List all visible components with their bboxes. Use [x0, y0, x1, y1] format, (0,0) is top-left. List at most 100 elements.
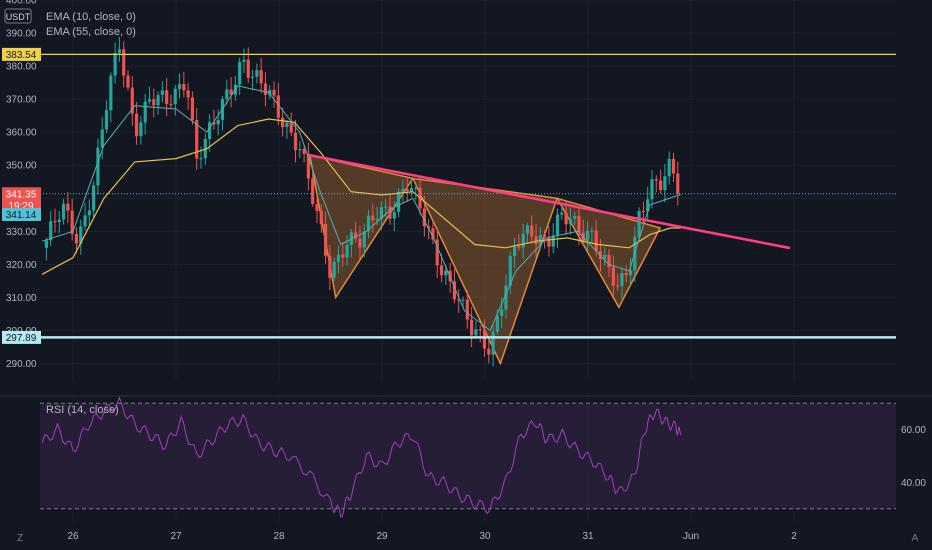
candle-down: [311, 178, 315, 204]
price-tick-label: 370.00: [6, 95, 37, 106]
candle-up: [362, 231, 366, 248]
candle-down: [658, 180, 663, 191]
ema10-legend[interactable]: EMA (10, close, 0): [46, 11, 136, 23]
candle-up: [628, 270, 633, 276]
candle-up: [637, 210, 641, 238]
ema-value-label: 341.14: [6, 210, 37, 221]
rsi-band: [40, 403, 896, 509]
candle-up: [57, 219, 61, 223]
time-tick-label: 26: [67, 531, 79, 542]
time-tick-label: 29: [376, 531, 388, 542]
candle-down: [70, 210, 74, 234]
candle-up: [100, 129, 104, 148]
candle-up: [646, 199, 650, 212]
candle-down: [126, 75, 130, 88]
candle-up: [285, 122, 289, 128]
rsi-legend[interactable]: RSI (14, close): [46, 404, 119, 416]
candle-up: [392, 211, 396, 219]
candle-down: [212, 122, 216, 125]
time-tick-label: 31: [582, 531, 594, 542]
candle-down: [594, 230, 598, 252]
candle-down: [577, 216, 581, 233]
rsi-pane[interactable]: [40, 396, 896, 518]
candle-up: [491, 331, 495, 355]
candle-down: [263, 83, 268, 95]
candle-down: [130, 87, 134, 114]
candle-down: [53, 221, 57, 223]
candle-up: [573, 216, 577, 219]
candle-down: [328, 255, 332, 278]
candle-up: [401, 188, 405, 192]
candle-up: [61, 203, 66, 220]
candle-up: [298, 149, 302, 151]
candle-up: [375, 218, 379, 221]
time-tick-label: 2: [791, 531, 797, 542]
candle-up: [336, 254, 341, 262]
time-axis[interactable]: 26 27 28 29 30 31 Jun 2: [67, 531, 797, 542]
candle-up: [461, 299, 465, 301]
candle-down: [405, 188, 409, 192]
candle-down: [422, 208, 426, 227]
currency-badge-bg: [4, 8, 32, 24]
candle-up: [379, 207, 384, 219]
candle-up: [225, 89, 229, 100]
candle-up: [620, 273, 624, 287]
neckline-trendline[interactable]: [308, 154, 791, 250]
candle-up: [96, 147, 100, 186]
rsi-tick-label: 40.00: [901, 478, 926, 489]
price-tick-label: 360.00: [6, 128, 37, 139]
price-tick-label: 350.00: [6, 161, 37, 172]
candle-down: [354, 232, 358, 239]
candle-up: [508, 256, 512, 286]
candle-up: [208, 122, 212, 140]
ema-value-badge: [2, 207, 41, 221]
candle-up: [560, 212, 564, 215]
candle-down: [547, 237, 551, 247]
candle-up: [92, 185, 96, 211]
candle-up: [345, 244, 349, 258]
candle-up: [500, 309, 504, 316]
candle-down: [246, 59, 250, 78]
candle-down: [259, 70, 263, 84]
candle-up: [650, 179, 654, 200]
rsi-axis[interactable]: 40.00 60.00: [901, 425, 926, 489]
candle-up: [444, 270, 448, 276]
candle-up: [474, 329, 478, 336]
candle-down: [74, 233, 79, 244]
candle-down: [671, 158, 676, 174]
candle-down: [281, 117, 285, 128]
candle-down: [195, 120, 199, 159]
price-pane[interactable]: [40, 36, 896, 367]
candle-down: [624, 273, 628, 276]
candle-up: [366, 215, 371, 232]
candle-up: [238, 61, 242, 85]
candle-down: [152, 99, 156, 106]
candle-up: [79, 226, 83, 244]
candle-up: [216, 119, 220, 125]
candle-down: [358, 238, 362, 248]
candle-up: [538, 235, 542, 245]
resistance-price-label: 383.54: [6, 50, 37, 61]
rsi-line: [41, 396, 682, 518]
auto-scale-right-button[interactable]: A: [912, 533, 919, 544]
candle-countdown: 19:29: [8, 201, 33, 212]
currency-label[interactable]: USDT: [6, 12, 31, 22]
candle-up: [512, 246, 517, 257]
candle-down: [564, 212, 568, 225]
candle-down: [319, 211, 323, 225]
time-tick-label: 28: [273, 531, 285, 542]
candle-up: [113, 52, 117, 76]
candle-down: [302, 149, 306, 154]
ema55-legend[interactable]: EMA (55, close, 0): [46, 26, 136, 38]
candle-down: [66, 203, 70, 211]
auto-scale-left-button[interactable]: Z: [17, 533, 23, 544]
candle-down: [616, 285, 620, 287]
candle-up: [551, 235, 555, 247]
candle-up: [409, 187, 414, 192]
candle-up: [521, 233, 525, 248]
candle-up: [242, 59, 246, 62]
candle-down: [306, 153, 310, 179]
candle-down: [229, 89, 233, 95]
candle-down: [371, 215, 375, 221]
